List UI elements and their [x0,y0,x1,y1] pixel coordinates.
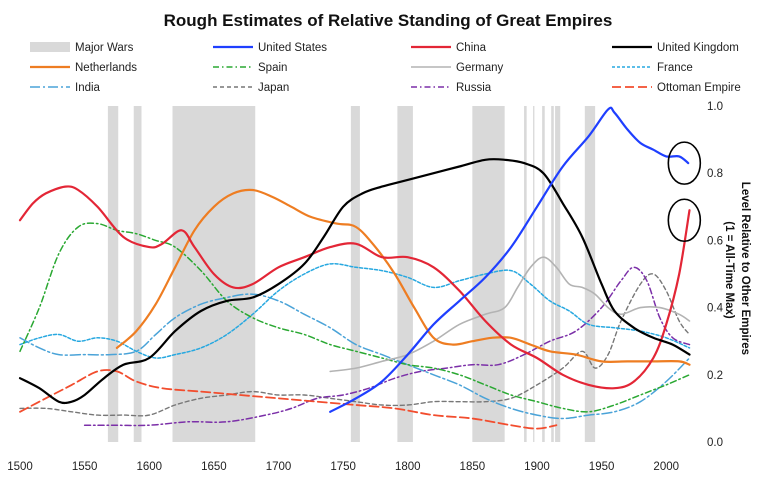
legend-item-spain: Spain [213,62,287,74]
x-tick-label: 1500 [7,461,33,473]
series-line-ottoman-empire [19,369,558,430]
annotations [667,141,702,243]
legend-label: India [75,82,101,94]
legend-item-netherlands: Netherlands [30,62,137,74]
war-band [551,106,554,442]
series-line-united-states [329,106,690,413]
legend-label: Russia [456,82,492,94]
war-band [542,106,545,442]
y-tick-label: 0.2 [707,370,723,382]
y-axis: 0.0 0.2 0.4 0.6 0.8 1.0 [707,101,724,449]
series-line-germany [329,256,691,373]
series-line-japan [19,273,691,417]
legend-label: France [657,62,693,74]
y-axis-label-line-1: Level Relative to Other Empires [739,182,751,355]
legend-label: China [456,42,487,54]
y-axis-label-line-2: (1 = All-Time Max) [723,221,735,319]
legend-label: Major Wars [75,42,134,54]
x-tick-label: 1850 [460,461,486,473]
chart-title: Rough Estimates of Relative Standing of … [164,11,613,30]
y-tick-label: 0.8 [707,168,723,180]
legend-item-united-states: United States [213,42,327,54]
series-line-spain [19,222,691,413]
x-tick-label: 2000 [653,461,679,473]
war-band [350,106,360,442]
legend-label: Germany [456,62,504,74]
legend-item-russia: Russia [411,82,492,94]
legend: Major Wars United States China United Kingd… [30,42,741,94]
war-bands [107,106,596,442]
legend-item-united-kingdom: United Kingdom [612,42,739,54]
x-tick-label: 1950 [589,461,615,473]
series-line-russia [83,266,691,427]
legend-label: Netherlands [75,62,137,74]
war-band [584,106,596,442]
series-line-france [19,262,691,359]
x-tick-label: 1700 [266,461,292,473]
y-tick-label: 0.0 [707,437,723,449]
legend-item-india: India [30,82,101,94]
x-tick-label: 1750 [330,461,356,473]
series-lines [18,106,691,430]
war-band [133,106,142,442]
war-band [107,106,119,442]
legend-item-france: France [612,62,693,74]
series-line-united-kingdom [18,158,691,405]
legend-label: Ottoman Empire [657,82,741,94]
legend-item-japan: Japan [213,82,289,94]
legend-item-germany: Germany [411,62,504,74]
war-band [397,106,413,442]
legend-swatch [30,42,70,52]
legend-item-ottoman-empire: Ottoman Empire [612,82,741,94]
legend-label: United States [258,42,327,54]
legend-label: United Kingdom [657,42,739,54]
x-tick-label: 1900 [524,461,550,473]
y-tick-label: 1.0 [707,101,723,113]
war-band [555,106,561,442]
x-axis: 1500 1550 1600 1650 1700 1750 1800 1850 1900 1950… [7,461,679,473]
y-tick-label: 0.4 [707,303,724,315]
x-tick-label: 1550 [72,461,98,473]
y-axis-label: Level Relative to Other Empires (1 = All… [723,182,751,358]
y-tick-label: 0.6 [707,235,723,247]
legend-label: Spain [258,62,287,74]
legend-item-china: China [411,42,487,54]
x-tick-label: 1800 [395,461,421,473]
war-band [533,106,535,442]
series-line-china [18,185,691,390]
legend-item-major-wars: Major Wars [30,42,134,54]
series-line-india [19,293,691,420]
highlight-ellipse-china [667,198,702,243]
legend-label: Japan [258,82,289,94]
highlight-ellipse-united-states [667,141,702,185]
x-tick-label: 1650 [201,461,227,473]
x-tick-label: 1600 [136,461,162,473]
series-line-netherlands [115,188,691,366]
